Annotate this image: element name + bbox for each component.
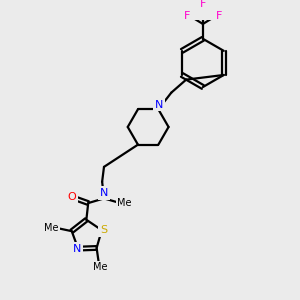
Text: S: S <box>100 225 107 235</box>
Text: F: F <box>215 11 222 21</box>
Text: Me: Me <box>117 198 132 208</box>
Text: O: O <box>67 193 76 202</box>
Text: N: N <box>155 100 164 110</box>
Text: N: N <box>73 244 81 254</box>
Text: F: F <box>184 11 190 21</box>
Text: F: F <box>200 0 206 8</box>
Text: Me: Me <box>93 262 108 272</box>
Text: N: N <box>100 188 108 198</box>
Text: Me: Me <box>44 224 58 233</box>
